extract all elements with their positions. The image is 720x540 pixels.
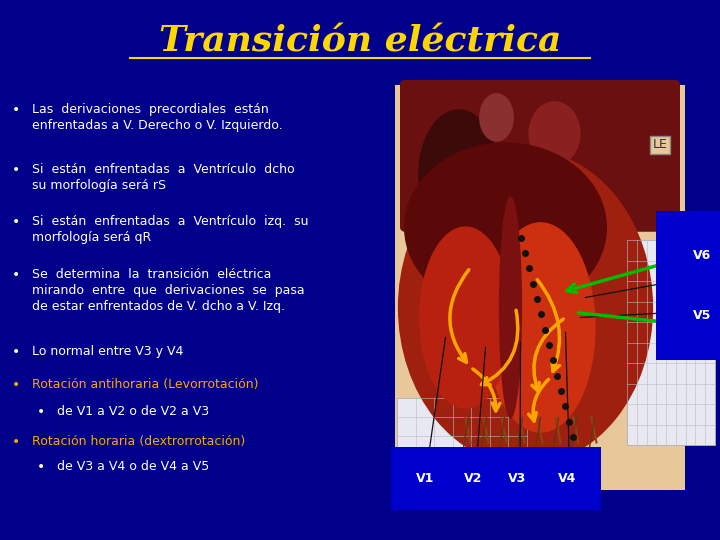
Text: •: •: [12, 378, 20, 392]
Ellipse shape: [418, 109, 500, 239]
Text: de V3 a V4 o de V4 a V5: de V3 a V4 o de V4 a V5: [57, 460, 210, 473]
Text: •: •: [37, 405, 45, 419]
Bar: [397, 398, 527, 492]
Text: •: •: [12, 345, 20, 359]
FancyBboxPatch shape: [400, 80, 680, 232]
Ellipse shape: [485, 222, 595, 433]
Text: V5: V5: [693, 309, 711, 322]
Text: LE: LE: [652, 138, 667, 152]
Text: •: •: [37, 460, 45, 474]
Text: V6: V6: [693, 248, 711, 261]
Text: V1: V1: [416, 472, 434, 485]
Text: •: •: [12, 103, 20, 117]
Bar: [395, 85, 685, 490]
Text: V2: V2: [464, 472, 482, 485]
Ellipse shape: [404, 143, 607, 313]
Text: Rotación antihoraria (Levorrotación): Rotación antihoraria (Levorrotación): [32, 378, 258, 391]
Text: •: •: [12, 215, 20, 229]
Ellipse shape: [419, 226, 512, 409]
Text: V4: V4: [558, 472, 576, 485]
Text: Se  determina  la  transición  eléctrica
mirando  entre  que  derivaciones  se  : Se determina la transición eléctrica mir…: [32, 268, 305, 313]
Ellipse shape: [398, 150, 653, 465]
Ellipse shape: [528, 101, 580, 166]
Text: Si  están  enfrentadas  a  Ventrículo  izq.  su
morfología será qR: Si están enfrentadas a Ventrículo izq. s…: [32, 215, 308, 244]
Bar: [627, 240, 715, 445]
Ellipse shape: [499, 196, 522, 419]
Text: Las  derivaciones  precordiales  están
enfrentadas a V. Derecho o V. Izquierdo.: Las derivaciones precordiales están enfr…: [32, 103, 283, 132]
Ellipse shape: [479, 93, 514, 141]
Text: •: •: [12, 268, 20, 282]
Text: V3: V3: [508, 472, 526, 485]
Text: de V1 a V2 o de V2 a V3: de V1 a V2 o de V2 a V3: [57, 405, 209, 418]
Text: Si  están  enfrentadas  a  Ventrículo  dcho
su morfología será rS: Si están enfrentadas a Ventrículo dcho s…: [32, 163, 294, 192]
Text: Transición eléctrica: Transición eléctrica: [159, 25, 561, 59]
Text: Rotación horaria (dextrorrotación): Rotación horaria (dextrorrotación): [32, 435, 246, 448]
Text: •: •: [12, 435, 20, 449]
Text: Lo normal entre V3 y V4: Lo normal entre V3 y V4: [32, 345, 184, 358]
Text: •: •: [12, 163, 20, 177]
Text: rS: rS: [487, 474, 502, 487]
